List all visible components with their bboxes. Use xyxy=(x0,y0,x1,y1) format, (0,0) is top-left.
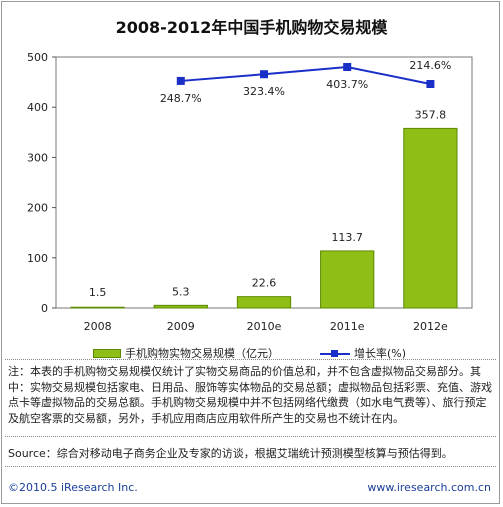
bar-2012e xyxy=(403,127,458,309)
separator-bottom xyxy=(5,466,496,467)
growth-label-2010e: 323.4% xyxy=(243,85,285,98)
y-tick-label-3: 300 xyxy=(27,151,48,164)
bar-2011e xyxy=(320,250,375,309)
x-tick-label-2009: 2009 xyxy=(167,320,195,333)
y-tick-label-0: 0 xyxy=(41,302,48,315)
website-link[interactable]: www.iresearch.com.cn xyxy=(367,481,491,494)
x-tick-label-2008: 2008 xyxy=(84,320,112,333)
chart-source: Source：综合对移动电子商务企业及专家的访谈，根据艾瑞统计预测模型核算与预估… xyxy=(8,447,453,460)
bar-value-label-2010e: 22.6 xyxy=(252,277,277,290)
legend-item-line: 增长率(%) xyxy=(320,345,406,361)
bar-2010e xyxy=(236,296,292,309)
bar-value-label-2011e: 113.7 xyxy=(331,231,363,244)
bar-2009 xyxy=(153,304,208,309)
chart-svg: 0 100 200 300 400 500 1.5 5.3 22.6 113.7 357.8 2008… xyxy=(27,51,473,333)
growth-marker-2011e xyxy=(343,63,352,71)
separator-top xyxy=(5,359,496,360)
chart-note: 注：本表的手机购物交易规模仅统计了实物交易商品的价值总和，并不包含虚拟物品交易部… xyxy=(8,365,492,425)
legend-bar-label: 手机购物实物交易规模（亿元） xyxy=(125,347,279,360)
legend-line-label: 增长率(%) xyxy=(354,347,407,360)
growth-rate-line xyxy=(180,65,431,85)
y-tick-label-2: 200 xyxy=(27,202,48,215)
legend-item-bar: 手机购物实物交易规模（亿元） xyxy=(93,345,279,361)
chart-title: 2008-2012年中国手机购物交易规模 xyxy=(115,18,388,37)
growth-marker-2010e xyxy=(260,70,268,79)
growth-label-2009: 248.7% xyxy=(160,92,202,105)
legend: 手机购物实物交易规模（亿元） 增长率(%) xyxy=(0,343,503,361)
plot-area xyxy=(55,56,473,309)
x-tick-label-2012e: 2012e xyxy=(413,320,448,333)
separator-middle xyxy=(5,436,496,437)
y-tick-label-5: 500 xyxy=(27,51,48,64)
legend-bar-swatch xyxy=(93,348,121,358)
growth-label-2012e: 214.6% xyxy=(409,59,451,72)
bar-value-label-2009: 5.3 xyxy=(172,285,190,298)
x-tick-label-2010e: 2010e xyxy=(247,320,282,333)
x-tick-label-2011e: 2011e xyxy=(330,320,365,333)
bar-value-label-2008: 1.5 xyxy=(89,286,107,299)
y-tick-label-1: 100 xyxy=(27,252,48,265)
growth-marker-2009 xyxy=(176,76,185,85)
legend-line-swatch xyxy=(320,349,350,358)
copyright-text: ©2010.5 iResearch Inc. xyxy=(8,481,138,494)
growth-label-2011e: 403.7% xyxy=(326,78,368,91)
bar-2008 xyxy=(70,306,125,309)
bar-value-label-2012e: 357.8 xyxy=(415,108,447,121)
y-tick-label-4: 400 xyxy=(27,101,48,114)
growth-marker-2012e xyxy=(426,80,435,88)
